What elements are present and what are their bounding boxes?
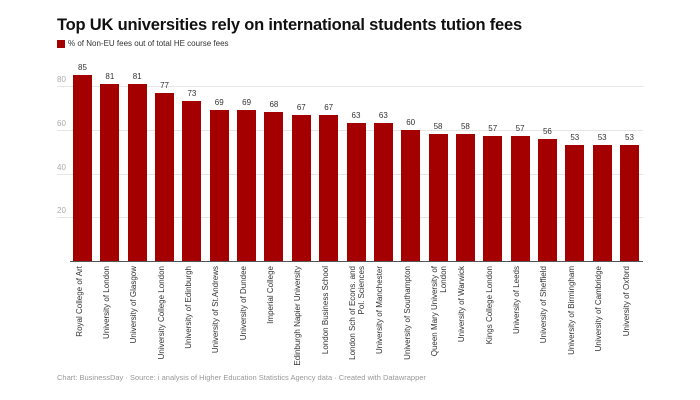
bar[interactable] <box>127 84 147 261</box>
bar-value-label: 53 <box>597 133 607 143</box>
bar-value-label: 57 <box>488 124 498 134</box>
x-axis-label: University College London <box>156 266 166 360</box>
bar-value-label: 60 <box>406 117 416 127</box>
legend-label: % of Non-EU fees out of total HE course … <box>68 39 229 48</box>
bar-value-label: 53 <box>570 133 580 143</box>
bar[interactable] <box>483 136 503 261</box>
x-axis-label: University of St.Andrews <box>211 266 221 354</box>
bar[interactable] <box>592 145 612 261</box>
y-tick-label: 20 <box>57 206 66 216</box>
bar-value-label: 67 <box>296 102 306 112</box>
y-tick-label: 60 <box>57 118 66 128</box>
x-axis-label: Imperial College <box>265 266 275 324</box>
x-axis-label: University of Birmingham <box>566 266 576 355</box>
bar[interactable] <box>155 92 175 261</box>
legend-swatch-icon <box>57 39 65 48</box>
bar[interactable] <box>73 75 92 261</box>
x-axis-label: University of Edinburgh <box>183 266 193 349</box>
bar[interactable] <box>401 129 421 261</box>
gridline <box>57 86 643 88</box>
bar-value-label: 69 <box>214 98 224 108</box>
x-axis-label: University of Manchester <box>375 266 385 355</box>
x-axis-label: University of Leeds <box>512 266 522 335</box>
bar-value-label: 69 <box>242 98 252 108</box>
x-axis-label: Edinburgh Napier University <box>293 266 303 366</box>
x-axis-label: London Sch of Econs. and Pol. Sciences <box>348 266 366 360</box>
bar-value-label: 56 <box>542 126 552 136</box>
bar-value-label: 57 <box>515 124 525 134</box>
bar[interactable] <box>373 123 393 261</box>
y-tick-label: 40 <box>57 162 66 172</box>
bar[interactable] <box>455 134 475 261</box>
bar[interactable] <box>209 110 229 261</box>
bar-value-label: 63 <box>351 111 361 121</box>
bar[interactable] <box>428 134 448 261</box>
bar-value-label: 63 <box>378 111 388 121</box>
bar[interactable] <box>291 114 311 261</box>
x-axis-line <box>70 261 643 262</box>
bar[interactable] <box>319 114 339 261</box>
x-axis-label: Kings College London <box>484 266 494 345</box>
bar[interactable] <box>346 123 366 261</box>
y-tick-label: 80 <box>57 75 66 85</box>
bar[interactable] <box>237 110 257 261</box>
bar-value-label: 77 <box>160 80 169 90</box>
bar[interactable] <box>620 145 639 261</box>
bar-value-label: 68 <box>269 100 279 110</box>
bar-value-label: 58 <box>433 122 443 132</box>
x-axis-label: University of Cambridge <box>594 266 604 352</box>
bar-value-label: 81 <box>132 72 142 81</box>
bar[interactable] <box>537 138 557 261</box>
bar-value-label: 58 <box>460 122 470 132</box>
x-axis-label: Queen Mary University of London <box>430 266 448 357</box>
x-axis-label: University of Sheffield <box>539 266 549 344</box>
x-axis-label: University of Glasgow <box>129 266 139 344</box>
bar[interactable] <box>100 84 120 261</box>
x-axis-label: University of London <box>101 266 111 339</box>
x-axis-label: University of Oxford <box>621 266 631 337</box>
chart-footer: Chart: BusinessDay · Source: i analysis … <box>57 373 426 382</box>
bar-value-label: 67 <box>324 102 334 112</box>
x-axis-label: University of Southampton <box>402 266 412 360</box>
x-axis-label: Royal College of Art <box>74 266 84 337</box>
bar-value-label: 85 <box>78 63 87 73</box>
legend: % of Non-EU fees out of total HE course … <box>57 39 229 48</box>
x-axis-label: London Business School <box>320 266 330 355</box>
bar-value-label: 81 <box>105 72 115 81</box>
bar[interactable] <box>510 136 530 261</box>
x-axis-label: University of Warwick <box>457 266 467 343</box>
bar[interactable] <box>182 101 202 261</box>
bar[interactable] <box>264 112 284 261</box>
bar-value-label: 73 <box>187 89 197 99</box>
chart-title: Top UK universities rely on internationa… <box>57 16 522 34</box>
bar[interactable] <box>565 145 585 261</box>
x-axis-label: University of Dundee <box>238 266 248 341</box>
bar-value-label: 53 <box>625 133 634 143</box>
